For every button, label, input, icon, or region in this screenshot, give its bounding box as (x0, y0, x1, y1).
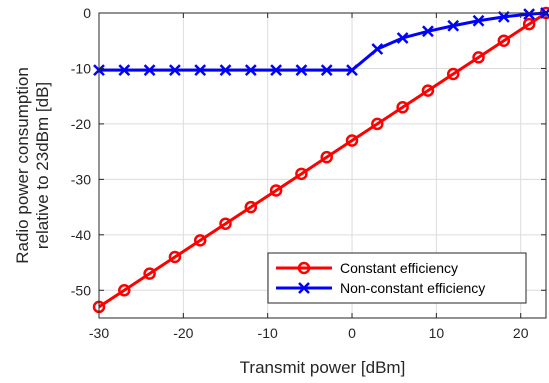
data-point-non-constant-efficiency-stroke (396, 32, 409, 44)
data-point-non-constant-efficiency-stroke (143, 64, 156, 77)
data-point-non-constant-efficiency (295, 64, 308, 77)
data-point-constant-efficiency (446, 67, 460, 81)
data-point-non-constant-efficiency (396, 32, 409, 44)
legend-label-constant-efficiency: Constant efficiency (340, 260, 458, 276)
data-point-non-constant-efficiency-stroke (169, 64, 181, 77)
data-point-non-constant-efficiency (194, 64, 207, 77)
data-point-constant-efficiency (219, 217, 232, 230)
data-point-constant-efficiency (143, 267, 156, 280)
legend-swatch-non-constant-efficiency (276, 282, 332, 294)
data-point-non-constant-efficiency (346, 64, 358, 77)
axis-ticks (98, 12, 546, 318)
y-axis-label-line-2: relative to 23dBm [dB] (33, 82, 52, 249)
data-point-non-constant-efficiency-stroke (422, 25, 434, 38)
y-tick-label: -20 (71, 116, 91, 132)
legend-marker-non-constant-efficiency-stroke (298, 282, 310, 294)
data-point-non-constant-efficiency (472, 14, 485, 27)
legend-marker-constant-efficiency (297, 261, 311, 275)
data-point-non-constant-efficiency-stroke (523, 8, 536, 20)
y-tick-labels: 0 -10 -20 -30 -40 -50 (71, 5, 91, 298)
x-tick-label: -30 (89, 325, 109, 341)
y-tick-label: -50 (71, 282, 91, 298)
y-axis-label-line-1: Radio power consumption (13, 67, 32, 264)
legend-entry-constant-efficiency: Constant efficiency (276, 260, 458, 276)
data-point-non-constant-efficiency-stroke (497, 10, 510, 23)
data-point-constant-efficiency (244, 200, 258, 214)
data-point-non-constant-efficiency (270, 64, 282, 77)
data-point-non-constant-efficiency-stroke (295, 64, 308, 77)
data-point-constant-efficiency (371, 117, 384, 131)
data-point-non-constant-efficiency-stroke (270, 64, 282, 77)
data-point-constant-efficiency (421, 84, 435, 97)
data-point-constant-efficiency (269, 184, 283, 197)
data-point-constant-efficiency (522, 17, 536, 31)
data-point-non-constant-efficiency (422, 25, 434, 38)
plot-area-frame (98, 12, 547, 319)
data-point-non-constant-efficiency-stroke (194, 64, 207, 77)
data-point-constant-efficiency (193, 234, 207, 247)
x-tick-label: -10 (258, 325, 278, 341)
x-tick-label: -20 (173, 325, 193, 341)
data-point-constant-efficiency (396, 101, 409, 114)
x-axis-label: Transmit power [dBm] (240, 358, 406, 377)
data-point-constant-efficiency (497, 34, 511, 47)
legend-swatch-constant-efficiency (276, 261, 332, 275)
data-point-constant-efficiency (295, 167, 308, 181)
data-point-constant-efficiency (118, 284, 131, 297)
data-point-constant-efficiency (320, 150, 333, 164)
data-point-non-constant-efficiency (447, 19, 460, 32)
series-non-constant-efficiency (93, 7, 549, 77)
data-point-non-constant-efficiency-stroke (219, 64, 232, 77)
data-point-non-constant-efficiency (169, 64, 181, 77)
data-point-constant-efficiency (472, 51, 485, 64)
data-point-non-constant-efficiency-stroke (346, 64, 358, 77)
data-point-non-constant-efficiency-stroke (244, 64, 257, 77)
data-point-non-constant-efficiency (320, 64, 333, 77)
legend: Constant efficiency Non-constant efficie… (267, 252, 527, 304)
data-point-non-constant-efficiency (143, 64, 156, 77)
data-point-constant-efficiency (168, 250, 182, 264)
legend-marker-non-constant-efficiency (298, 282, 310, 294)
x-tick-label: 0 (348, 325, 356, 341)
legend-label-non-constant-efficiency: Non-constant efficiency (340, 280, 485, 296)
legend-entry-non-constant-efficiency: Non-constant efficiency (276, 280, 485, 296)
x-tick-label: 10 (429, 325, 445, 341)
y-axis-label: Radio power consumption relative to 23dB… (13, 67, 52, 264)
data-point-non-constant-efficiency-stroke (371, 43, 384, 55)
data-point-non-constant-efficiency (523, 8, 536, 20)
data-point-non-constant-efficiency (219, 64, 232, 77)
legend-box (267, 252, 527, 304)
data-point-non-constant-efficiency (244, 64, 257, 77)
series-line-constant-efficiency (98, 11, 547, 309)
y-tick-label: 0 (83, 5, 91, 21)
data-point-non-constant-efficiency-stroke (447, 19, 460, 32)
data-point-non-constant-efficiency-stroke (320, 64, 333, 77)
data-point-non-constant-efficiency (497, 10, 510, 23)
y-tick-label: -40 (71, 227, 91, 243)
y-tick-label: -10 (71, 60, 91, 76)
data-point-constant-efficiency (345, 134, 359, 147)
data-point-non-constant-efficiency-stroke (472, 14, 485, 27)
data-point-non-constant-efficiency (371, 43, 384, 55)
y-tick-label: -30 (71, 171, 91, 187)
x-tick-labels: -30 -20 -10 0 10 20 (89, 325, 529, 341)
x-tick-label: 20 (513, 325, 529, 341)
data-point-non-constant-efficiency (118, 64, 131, 77)
data-point-non-constant-efficiency-stroke (118, 64, 131, 77)
